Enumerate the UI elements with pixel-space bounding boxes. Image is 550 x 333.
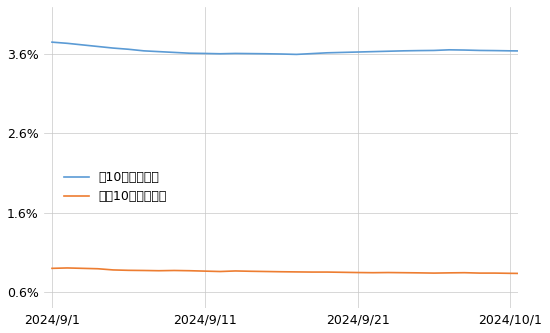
杕10年債利回り — [140, 49, 147, 53]
杕10年債利回り — [278, 52, 284, 56]
杕10年債利回り — [400, 49, 406, 53]
日本10年債利回り — [415, 271, 422, 275]
杕10年債利回り — [79, 43, 86, 47]
日本10年債利回り — [324, 270, 331, 274]
杕10年債利回り — [431, 48, 437, 52]
日本10年債利回り — [385, 270, 392, 274]
杕10年債利回り — [95, 45, 101, 49]
杕10年債利回り — [232, 52, 239, 56]
杕10年債利回り — [248, 52, 254, 56]
日本10年債利回り — [492, 271, 498, 275]
日本10年債利回り — [537, 271, 544, 275]
日本10年債利回り — [431, 271, 437, 275]
日本10年債利回り — [186, 269, 193, 273]
杕10年債利回り — [217, 52, 223, 56]
日本10年債利回り — [125, 268, 131, 272]
杕10年債利回り — [522, 49, 529, 53]
杕10年債利回り — [537, 48, 544, 52]
日本10年債利回り — [293, 270, 300, 274]
日本10年債利回り — [400, 271, 406, 275]
杕10年債利回り — [385, 49, 392, 53]
杕10年債利回り — [49, 40, 56, 44]
杕10年債利回り — [309, 52, 315, 56]
日本10年債利回り — [232, 269, 239, 273]
日本10年債利回り — [171, 268, 178, 272]
日本10年債利回り — [461, 271, 468, 275]
杕10年債利回り — [201, 52, 208, 56]
日本10年債利回り — [278, 270, 284, 274]
杕10年債利回り — [110, 46, 117, 50]
日本10年債利回り — [49, 266, 56, 270]
杕10年債利回り — [156, 50, 162, 54]
杕10年債利回り — [461, 48, 468, 52]
Line: 日本10年債利回り: 日本10年債利回り — [52, 268, 550, 273]
日本10年債利回り — [370, 271, 376, 275]
杕10年債利回り — [125, 47, 131, 51]
杕10年債利回り — [507, 49, 514, 53]
日本10年債利回り — [201, 269, 208, 273]
杕10年債利回り — [476, 48, 483, 52]
杕10年債利回り — [186, 51, 193, 55]
杕10年債利回り — [354, 50, 361, 54]
日本10年債利回り — [446, 271, 453, 275]
杕10年債利回り — [262, 52, 269, 56]
日本10年債利回り — [95, 267, 101, 271]
日本10年債利回り — [64, 266, 70, 270]
杕10年債利回り — [339, 50, 345, 54]
杕10年債利回り — [64, 41, 70, 45]
日本10年債利回り — [522, 271, 529, 275]
日本10年債利回り — [339, 270, 345, 274]
杕10年債利回り — [171, 50, 178, 54]
杕10年債利回り — [370, 50, 376, 54]
杕10年債利回り — [446, 48, 453, 52]
日本10年債利回り — [110, 268, 117, 272]
日本10年債利回り — [354, 270, 361, 274]
杕10年債利回り — [492, 49, 498, 53]
日本10年債利回り — [248, 269, 254, 273]
Line: 杕10年債利回り: 杕10年債利回り — [52, 40, 550, 54]
杕10年債利回り — [293, 52, 300, 56]
Legend: 杕10年債利回り, 日本10年債利回り: 杕10年債利回り, 日本10年債利回り — [60, 167, 171, 207]
杕10年債利回り — [415, 49, 422, 53]
日本10年債利回り — [262, 269, 269, 273]
日本10年債利回り — [476, 271, 483, 275]
日本10年債利回り — [507, 271, 514, 275]
杕10年債利回り — [324, 51, 331, 55]
日本10年債利回り — [217, 269, 223, 273]
日本10年債利回り — [156, 269, 162, 273]
日本10年債利回り — [79, 266, 86, 270]
日本10年債利回り — [309, 270, 315, 274]
日本10年債利回り — [140, 268, 147, 272]
